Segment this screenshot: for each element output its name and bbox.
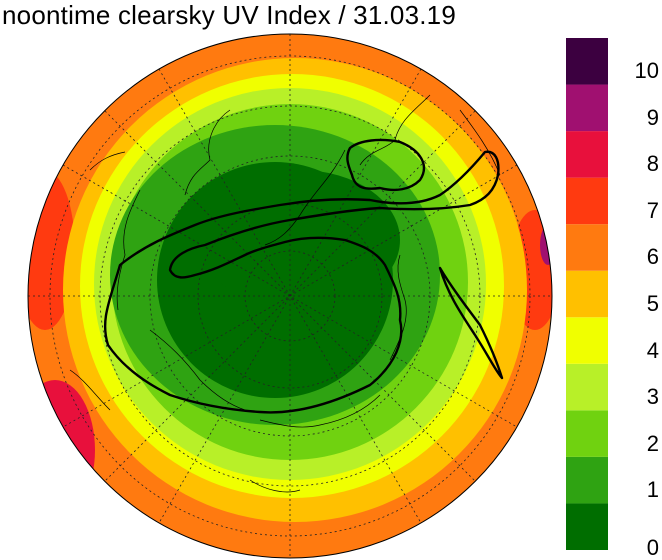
graticule [28,34,552,558]
colorbar-block-10 [566,38,608,85]
colorbar-block-6 [566,224,608,271]
colorbar-block-3 [566,363,608,411]
uv-contours [103,138,504,414]
map-title: noontime clearsky UV Index / 31.03.19 [2,0,456,30]
map-border [27,33,553,559]
colorbar-block-8 [566,131,608,178]
colorbar-tick-label: 7 [646,197,659,223]
colorbar-block-4 [566,317,608,364]
colorbar-tick-label: 1 [646,477,659,503]
colorbar-block-1 [566,456,608,504]
colorbar-tick-label: 0 [646,535,659,560]
colorbar-block-9 [566,84,608,132]
colorbar-tick-label: 10 [634,58,659,84]
colorbar-tick-label: 8 [646,151,659,177]
colorbar-tick-label: 5 [646,291,659,316]
colorbar-block-0 [566,503,608,550]
colorbar-tick-label: 6 [646,244,659,270]
colorbar-tick-label: 3 [646,384,659,410]
colorbar-tick-label: 2 [646,430,659,456]
colorbar-tick-label: 9 [646,104,659,130]
colorbar-block-7 [566,177,608,225]
colorbar-tick-label: 4 [646,337,659,363]
colorbar-block-5 [566,270,608,318]
colorbar-block-2 [566,410,608,457]
